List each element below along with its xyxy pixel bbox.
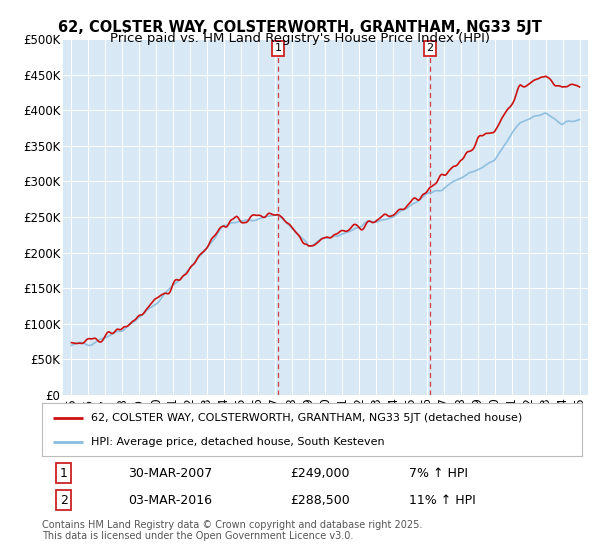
Text: 62, COLSTER WAY, COLSTERWORTH, GRANTHAM, NG33 5JT: 62, COLSTER WAY, COLSTERWORTH, GRANTHAM,… bbox=[58, 20, 542, 35]
Text: 03-MAR-2016: 03-MAR-2016 bbox=[128, 493, 212, 507]
Text: 2: 2 bbox=[427, 44, 434, 53]
Text: Price paid vs. HM Land Registry's House Price Index (HPI): Price paid vs. HM Land Registry's House … bbox=[110, 32, 490, 45]
Text: HPI: Average price, detached house, South Kesteven: HPI: Average price, detached house, Sout… bbox=[91, 436, 384, 446]
Text: Contains HM Land Registry data © Crown copyright and database right 2025.
This d: Contains HM Land Registry data © Crown c… bbox=[42, 520, 422, 542]
Text: £249,000: £249,000 bbox=[290, 466, 350, 480]
Text: 11% ↑ HPI: 11% ↑ HPI bbox=[409, 493, 476, 507]
Text: 62, COLSTER WAY, COLSTERWORTH, GRANTHAM, NG33 5JT (detached house): 62, COLSTER WAY, COLSTERWORTH, GRANTHAM,… bbox=[91, 413, 522, 423]
Text: 30-MAR-2007: 30-MAR-2007 bbox=[128, 466, 212, 480]
Text: 2: 2 bbox=[59, 493, 68, 507]
Text: 1: 1 bbox=[59, 466, 68, 480]
Text: 7% ↑ HPI: 7% ↑ HPI bbox=[409, 466, 468, 480]
Text: £288,500: £288,500 bbox=[290, 493, 350, 507]
Text: 1: 1 bbox=[275, 44, 281, 53]
